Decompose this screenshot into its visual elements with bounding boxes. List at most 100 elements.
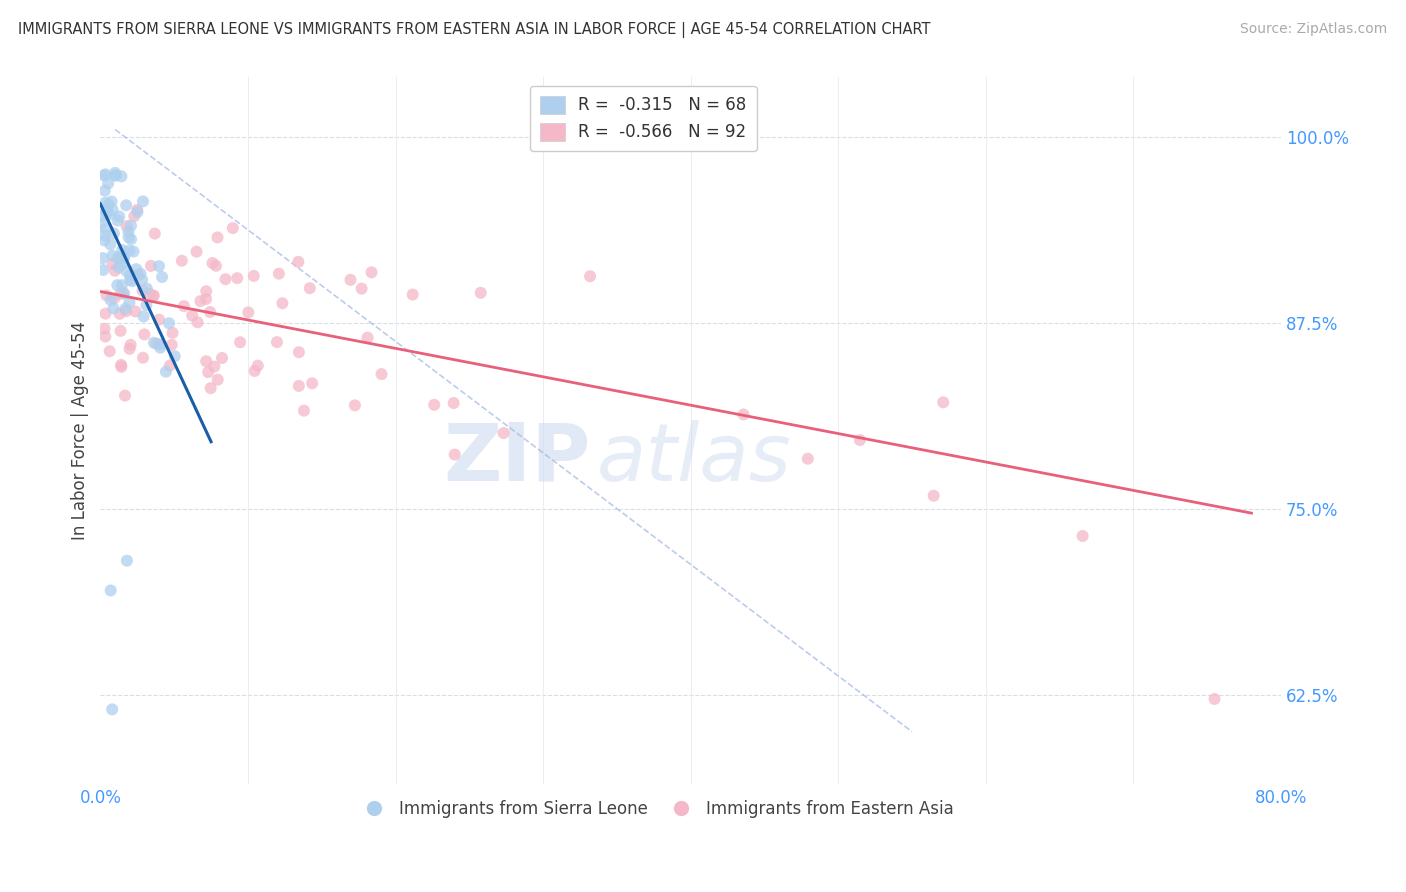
Point	[90, 217, 112, 231]
Point	[115, 263, 138, 277]
Point	[120, 219, 142, 233]
Point	[197, 365, 219, 379]
Point	[107, 251, 129, 265]
Point	[298, 281, 321, 295]
Point	[243, 364, 266, 378]
Point	[143, 227, 166, 241]
Point	[100, 583, 122, 598]
Point	[104, 264, 127, 278]
Point	[142, 288, 165, 302]
Point	[104, 168, 127, 182]
Point	[187, 315, 209, 329]
Point	[343, 398, 366, 412]
Point	[94, 307, 117, 321]
Point	[120, 273, 142, 287]
Point	[162, 326, 184, 340]
Point	[120, 338, 142, 352]
Point	[97, 177, 120, 191]
Point	[111, 285, 134, 300]
Point	[242, 268, 264, 283]
Point	[205, 259, 228, 273]
Point	[91, 209, 114, 223]
Point	[226, 271, 249, 285]
Point	[922, 489, 945, 503]
Point	[195, 284, 218, 298]
Point	[211, 351, 233, 365]
Point	[94, 184, 117, 198]
Point	[207, 230, 229, 244]
Point	[118, 342, 141, 356]
Point	[101, 248, 124, 262]
Point	[111, 257, 134, 271]
Point	[356, 331, 378, 345]
Point	[115, 198, 138, 212]
Point	[173, 299, 195, 313]
Point	[492, 425, 515, 440]
Point	[94, 167, 117, 181]
Point	[129, 267, 152, 281]
Point	[159, 359, 181, 373]
Point	[148, 259, 170, 273]
Point	[148, 312, 170, 326]
Point	[287, 255, 309, 269]
Point	[107, 260, 129, 275]
Point	[214, 272, 236, 286]
Point	[207, 373, 229, 387]
Point	[202, 359, 225, 374]
Point	[122, 209, 145, 223]
Point	[131, 284, 153, 298]
Y-axis label: In Labor Force | Age 45-54: In Labor Force | Age 45-54	[72, 321, 89, 540]
Point	[101, 202, 124, 217]
Text: atlas: atlas	[596, 420, 792, 498]
Point	[105, 278, 128, 293]
Point	[132, 351, 155, 365]
Point	[266, 335, 288, 350]
Point	[160, 338, 183, 352]
Point	[103, 227, 125, 241]
Point	[108, 307, 131, 321]
Point	[93, 234, 115, 248]
Point	[292, 403, 315, 417]
Point	[110, 286, 132, 301]
Point	[117, 225, 139, 239]
Point	[229, 335, 252, 350]
Point	[579, 269, 602, 284]
Point	[132, 194, 155, 209]
Point	[91, 251, 114, 265]
Point	[94, 228, 117, 243]
Point	[360, 265, 382, 279]
Point	[96, 203, 118, 218]
Point	[797, 451, 820, 466]
Point	[733, 408, 755, 422]
Point	[115, 219, 138, 234]
Point	[107, 213, 129, 227]
Point	[339, 273, 361, 287]
Point	[138, 286, 160, 301]
Legend: Immigrants from Sierra Leone, Immigrants from Eastern Asia: Immigrants from Sierra Leone, Immigrants…	[350, 794, 960, 825]
Point	[96, 205, 118, 219]
Text: Source: ZipAtlas.com: Source: ZipAtlas.com	[1240, 22, 1388, 37]
Point	[91, 263, 114, 277]
Point	[124, 304, 146, 318]
Text: ZIP: ZIP	[443, 420, 591, 498]
Point	[108, 210, 131, 224]
Point	[114, 388, 136, 402]
Point	[108, 251, 131, 265]
Point	[125, 262, 148, 277]
Point	[111, 243, 134, 257]
Point	[142, 335, 165, 350]
Point	[132, 310, 155, 324]
Point	[301, 376, 323, 391]
Point	[115, 304, 138, 318]
Point	[150, 270, 173, 285]
Point	[118, 268, 141, 283]
Point	[142, 289, 165, 303]
Point	[246, 359, 269, 373]
Point	[170, 253, 193, 268]
Point	[198, 305, 221, 319]
Point	[200, 381, 222, 395]
Point	[110, 324, 132, 338]
Point	[114, 301, 136, 316]
Point	[127, 205, 149, 219]
Point	[100, 194, 122, 209]
